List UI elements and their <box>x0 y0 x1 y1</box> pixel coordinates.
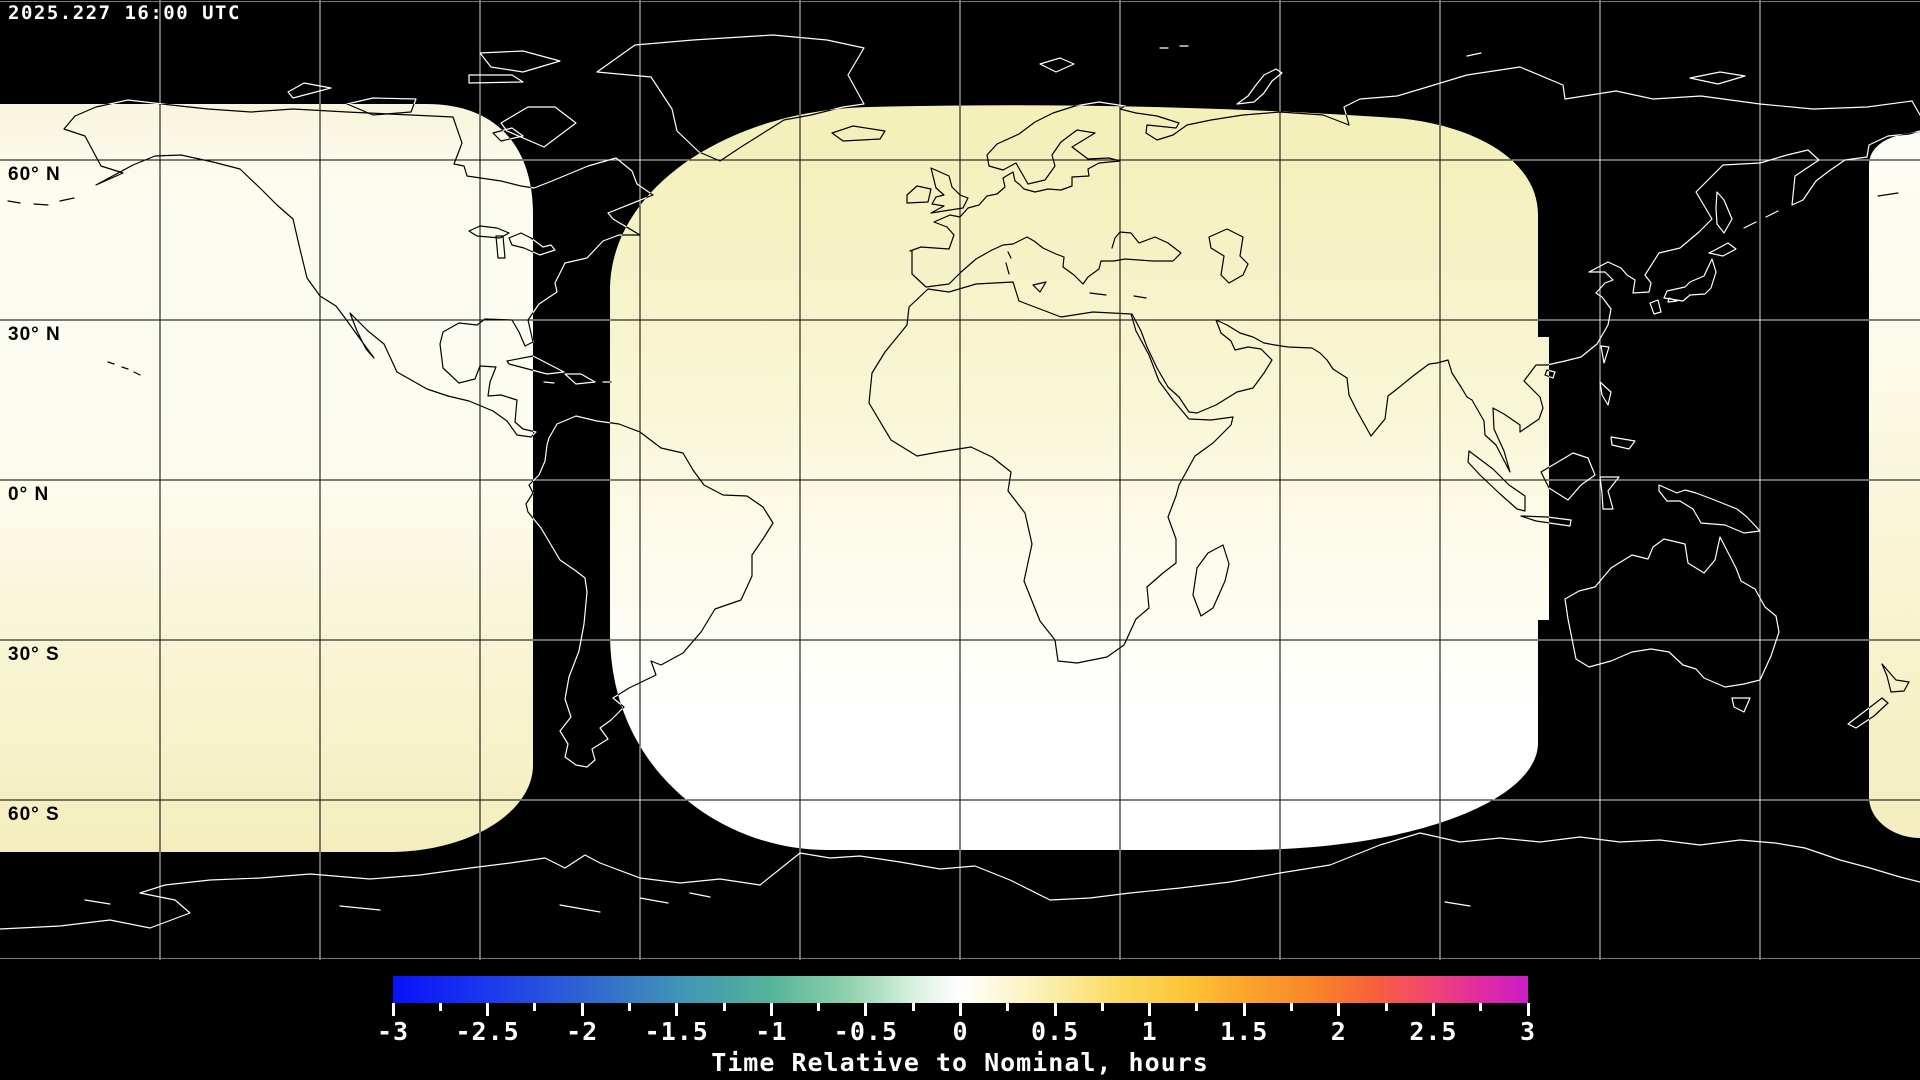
colorbar-tick-label: 2 <box>1330 1017 1347 1046</box>
colorbar-tick-label: 1.5 <box>1220 1017 1269 1046</box>
coastline-path <box>1039 45 1746 105</box>
colorbar-major-tick <box>486 1003 490 1016</box>
colorbar-minor-tick <box>722 1003 726 1011</box>
colorbar-major-tick <box>1053 1003 1057 1016</box>
colorbar-tick-label: 2.5 <box>1409 1017 1458 1046</box>
colorbar-minor-tick <box>1006 1003 1010 1011</box>
latitude-label: 30° N <box>8 324 61 345</box>
east-coverage-footprint <box>1869 132 1920 838</box>
coastline-path <box>930 167 969 214</box>
coastline-path <box>831 125 886 142</box>
colorbar-minor-tick <box>533 1003 537 1011</box>
colorbar-major-tick <box>1526 1003 1530 1016</box>
coastline-path <box>63 104 654 438</box>
colorbar-minor-tick <box>817 1003 821 1011</box>
colorbar-tick-label: -2 <box>566 1017 599 1046</box>
colorbar-tick-label: 1 <box>1141 1017 1158 1046</box>
colorbar-gradient-bar <box>393 976 1528 1003</box>
colorbar-tick-label: 0 <box>952 1017 969 1046</box>
colorbar-major-tick <box>959 1003 962 1016</box>
coastline-path <box>909 104 1920 252</box>
colorbar-tick-label: 3 <box>1519 1017 1537 1046</box>
coastline-path <box>911 231 1182 288</box>
coastline-path <box>500 106 577 148</box>
latitude-label: 60° N <box>8 164 61 185</box>
coastline-path <box>906 185 932 204</box>
colorbar-major-tick <box>580 1003 584 1016</box>
colorbar-major-tick <box>1431 1003 1435 1016</box>
colorbar-major-tick <box>1337 1003 1341 1016</box>
colorbar-major-tick <box>769 1003 773 1016</box>
colorbar-minor-tick <box>1384 1003 1388 1011</box>
latitude-label: 30° S <box>8 644 60 665</box>
colorbar-minor-tick <box>1290 1003 1294 1011</box>
world-map: 60° N 30° N 0° N 30° S 60° S <box>0 0 1920 960</box>
coastline-path <box>1564 536 1780 713</box>
colorbar-minor-tick <box>438 1003 442 1011</box>
coastline-path <box>1208 228 1249 284</box>
coastline-path <box>479 50 561 73</box>
colorbar-major-tick <box>864 1003 868 1016</box>
coastline-path <box>0 832 1920 930</box>
colorbar-major-tick <box>1242 1003 1246 1016</box>
coastline-path <box>1649 242 1737 315</box>
colorbar-major-tick <box>391 1003 395 1016</box>
latitude-label: 0° N <box>8 484 49 505</box>
colorbar-minor-tick <box>1100 1003 1104 1011</box>
coastline-path <box>287 82 332 99</box>
colorbar-tick-label: 0.5 <box>1031 1017 1080 1046</box>
coastline-path <box>543 373 612 385</box>
colorbar-tick-label: -3 <box>376 1017 410 1046</box>
coastline-path <box>868 281 1234 664</box>
colorbar-tick-label: -1.5 <box>644 1017 709 1046</box>
colorbar-tick-label: -2.5 <box>455 1017 520 1046</box>
coastline-path <box>1192 544 1230 617</box>
latitude-label: 60° S <box>8 804 60 825</box>
coastline-path <box>1715 191 1733 234</box>
colorbar-minor-tick <box>1479 1003 1483 1011</box>
center-coverage-footprint <box>610 105 1549 850</box>
colorbar-major-tick <box>1148 1003 1152 1016</box>
coastline-path <box>1005 251 1147 299</box>
timestamp-label: 2025.227 16:00 UTC <box>8 2 241 24</box>
colorbar-title: Time Relative to Nominal, hours <box>711 1048 1209 1077</box>
colorbar-minor-tick <box>1195 1003 1199 1011</box>
west-coverage-footprint <box>0 104 533 852</box>
coastline-path <box>468 74 524 84</box>
colorbar-major-tick <box>675 1003 679 1016</box>
colorbar-minor-tick <box>627 1003 631 1011</box>
colorbar-tick-label: -1 <box>755 1017 788 1046</box>
colorbar-minor-tick <box>911 1003 915 1011</box>
coastline-path <box>84 892 1471 913</box>
colorbar-tick-label: -0.5 <box>833 1017 899 1046</box>
coastline-path <box>346 104 417 116</box>
